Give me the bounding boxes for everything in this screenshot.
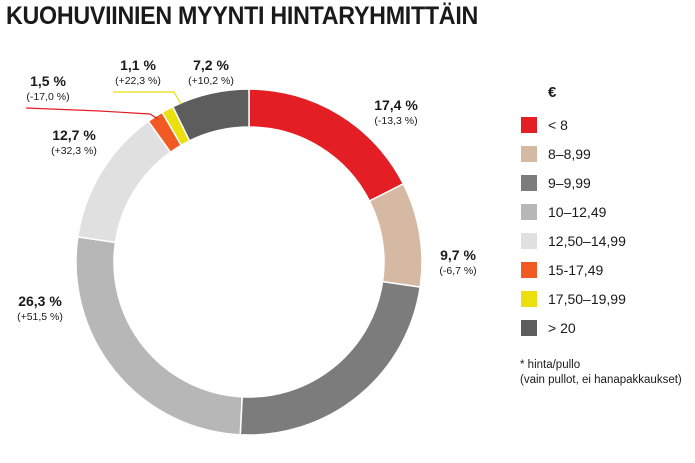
legend-item-8-8-99: 8–8,99 [521, 139, 691, 168]
legend: € < 8 8–8,99 9–9,99 10–12,49 12,50–14,99 15-1… [521, 84, 691, 342]
leader-lines [25, 91, 182, 120]
change-label-15-17-49: (-17,0 %) [26, 91, 69, 103]
legend-title: € [548, 84, 557, 101]
legend-items: < 8 8–8,99 9–9,99 10–12,49 12,50–14,99 15-17,… [521, 110, 691, 342]
leader-line-17-50-19-99 [113, 91, 182, 105]
legend-label: 8–8,99 [548, 145, 591, 162]
share-label-15-17-49: 1,5 % [30, 73, 66, 89]
slice-20 [171, 88, 250, 142]
data-labels: 17,4 % (-13,3 %) 9,7 % (-6,7 %) 26,3 % (+51,5… [17, 57, 477, 323]
legend-swatch [521, 145, 537, 162]
legend-item-9-9-99: 9–9,99 [521, 168, 691, 197]
legend-item-15-17-49: 15-17,49 [521, 255, 691, 284]
change-label-17-50-19-99: (+22,3 %) [115, 75, 161, 87]
share-label-8-8-99: 9,7 % [440, 247, 476, 263]
legend-label: > 20 [548, 319, 576, 336]
donut-chart: 17,4 % (-13,3 %) 9,7 % (-6,7 %) 26,3 % (+51,5… [17, 57, 477, 436]
legend-swatch [521, 232, 537, 249]
legend-label: 9–9,99 [548, 174, 591, 191]
change-label-10-12-49: (+51,5 %) [17, 311, 63, 323]
legend-item-12-50-14-99: 12,50–14,99 [521, 226, 691, 255]
legend-item-8: < 8 [521, 110, 691, 139]
chart-title: KUOHUVIINIEN MYYNTI HINTARYHMITTÄIN [6, 2, 479, 30]
legend-item-20: > 20 [521, 313, 691, 342]
footnote-line: (vain pullot, ei hanapakkaukset) [520, 374, 682, 386]
footnote: * hinta/pullo (vain pullot, ei hanapakka… [520, 358, 682, 388]
share-label-20: 7,2 % [193, 57, 229, 73]
legend-label: < 8 [548, 116, 568, 133]
legend-swatch [521, 290, 537, 307]
share-label-17-50-19-99: 1,1 % [120, 57, 156, 73]
legend-item-17-50-19-99: 17,50–19,99 [521, 284, 691, 313]
legend-swatch [521, 261, 537, 278]
change-label-8: (-13,3 %) [374, 115, 417, 127]
change-label-12-50-14-99: (+32,3 %) [51, 145, 97, 157]
legend-item-10-12-49: 10–12,49 [521, 197, 691, 226]
slice-10-12-49 [75, 236, 243, 436]
leader-line-15-17-49 [25, 107, 159, 120]
legend-swatch [521, 203, 537, 220]
legend-swatch [521, 319, 537, 336]
change-label-20: (+10,2 %) [188, 75, 234, 87]
share-label-10-12-49: 26,3 % [18, 293, 62, 309]
legend-swatch [521, 116, 537, 133]
legend-label: 15-17,49 [548, 261, 604, 278]
donut-slices [75, 88, 423, 436]
slice-8-8-99 [368, 182, 423, 288]
change-label-8-8-99: (-6,7 %) [439, 265, 476, 277]
legend-swatch [521, 174, 537, 191]
share-label-12-50-14-99: 12,7 % [52, 127, 96, 143]
footnote-line: * hinta/pullo [520, 359, 581, 371]
share-label-8: 17,4 % [374, 97, 418, 113]
legend-label: 12,50–14,99 [548, 232, 626, 249]
slice-9-9-99 [239, 280, 422, 436]
legend-label: 10–12,49 [548, 203, 607, 220]
legend-label: 17,50–19,99 [548, 290, 626, 307]
